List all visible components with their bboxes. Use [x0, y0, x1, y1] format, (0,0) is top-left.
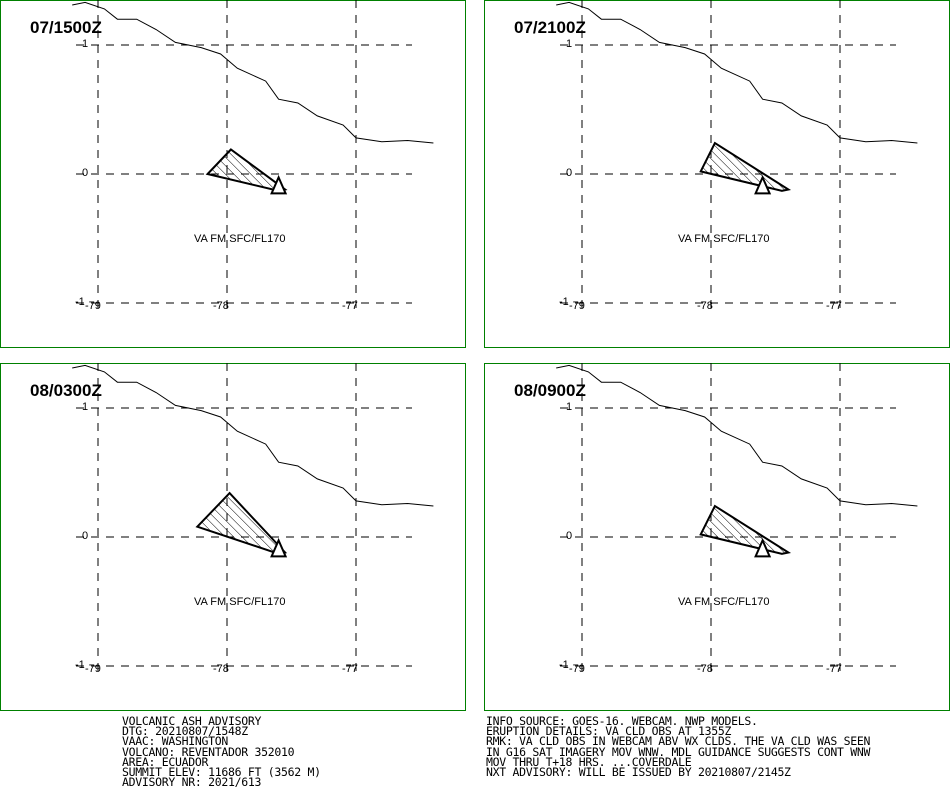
panel-frame: [0, 363, 466, 711]
advisory-line: VOLCANIC ASH ADVISORY: [122, 714, 262, 728]
y-tick-minus1: -1: [75, 296, 85, 308]
map-canvas: [0, 0, 466, 348]
advisory-line: AREA: ECUADOR: [122, 754, 209, 769]
coastline: [556, 1, 918, 144]
coastline: [72, 1, 434, 144]
x-tick-minus77: -77: [342, 300, 358, 312]
y-tick-minus1: -1: [75, 659, 85, 671]
x-tick-minus77: -77: [342, 663, 358, 675]
y-tick-minus1: -1: [559, 296, 569, 308]
advisory-line: MOV THRU T+18 HRS. ...COVERDALE: [486, 754, 692, 769]
coastline: [72, 364, 434, 507]
y-tick-1: 1: [566, 401, 573, 413]
advisory-line: NXT ADVISORY: WILL BE ISSUED BY 20210807…: [486, 765, 791, 780]
forecast-panel-2: 07/2100Z VA FM SFC/FL170 1 0 -1 -79 -78 …: [484, 0, 950, 348]
panel-time: 08/0300Z: [30, 381, 102, 400]
y-tick-1: 1: [566, 38, 573, 50]
advisory-line: VAAC: WASHINGTON: [122, 734, 228, 749]
panel-frame: [0, 0, 466, 348]
coastline: [556, 364, 918, 507]
y-tick-1: 1: [82, 401, 89, 413]
advisory-line: ADVISORY NR: 2021/613: [122, 775, 262, 790]
map-canvas: [484, 363, 950, 711]
y-tick-minus1: -1: [559, 659, 569, 671]
volcano-marker: [754, 174, 772, 195]
forecast-panel-4: 08/0900Z VA FM SFC/FL170 1 0 -1 -79 -78 …: [484, 363, 950, 711]
advisory-line: VOLCANO: REVENTADOR 352010: [122, 744, 295, 759]
advisory-line: RMK: VA CLD OBS IN WEBCAM ABV WX CLDS. T…: [486, 734, 871, 749]
advisory-line: DTG: 20210807/1548Z: [122, 724, 248, 739]
advisory-line: ERUPTION DETAILS: VA CLD OBS AT 1355Z: [486, 724, 732, 739]
advisory-line: IN G16 SAT IMAGERY MOV WNW. MDL GUIDANCE…: [486, 744, 871, 759]
x-tick-minus79: -79: [569, 300, 585, 312]
x-tick-minus79: -79: [569, 663, 585, 675]
map-canvas: [484, 0, 950, 348]
x-tick-minus78: -78: [213, 663, 229, 675]
panel-time: 07/2100Z: [514, 18, 586, 37]
forecast-panel-1: 07/1500Z VA FM SFC/FL170 1 0 -1 -79 -78 …: [0, 0, 466, 348]
y-tick-0: 0: [82, 530, 89, 542]
x-tick-minus78: -78: [697, 300, 713, 312]
x-tick-minus77: -77: [826, 663, 842, 675]
advisory-line: SUMMIT ELEV: 11686 FT (3562 M): [122, 765, 321, 780]
x-tick-minus79: -79: [85, 663, 101, 675]
forecast-panel-3: 08/0300Z VA FM SFC/FL170 1 0 -1 -79 -78 …: [0, 363, 466, 711]
map-canvas: [0, 363, 466, 711]
panel-time: 08/0900Z: [514, 381, 586, 400]
y-tick-0: 0: [82, 167, 89, 179]
x-tick-minus79: -79: [85, 300, 101, 312]
y-tick-1: 1: [82, 38, 89, 50]
ash-cloud-area: [205, 148, 288, 192]
y-tick-0: 0: [566, 530, 573, 542]
cloud-height-label: VA FM SFC/FL170: [678, 596, 770, 608]
y-tick-0: 0: [566, 167, 573, 179]
volcano-marker: [754, 537, 772, 558]
advisory-line: INFO SOURCE: GOES-16. WEBCAM. NWP MODELS…: [486, 714, 758, 728]
ash-cloud-area: [699, 141, 792, 192]
x-tick-minus78: -78: [697, 663, 713, 675]
advisory-header-block: VOLCANIC ASH ADVISORY DTG: 20210807/1548…: [122, 714, 321, 790]
ash-cloud-area: [195, 491, 288, 555]
cloud-height-label: VA FM SFC/FL170: [194, 233, 286, 245]
x-tick-minus78: -78: [213, 300, 229, 312]
advisory-details-block: INFO SOURCE: GOES-16. WEBCAM. NWP MODELS…: [486, 714, 871, 780]
ash-cloud-area: [699, 504, 792, 555]
cloud-height-label: VA FM SFC/FL170: [678, 233, 770, 245]
volcano-marker: [270, 174, 288, 195]
x-tick-minus77: -77: [826, 300, 842, 312]
volcano-marker: [270, 537, 288, 558]
panel-time: 07/1500Z: [30, 18, 102, 37]
cloud-height-label: VA FM SFC/FL170: [194, 596, 286, 608]
